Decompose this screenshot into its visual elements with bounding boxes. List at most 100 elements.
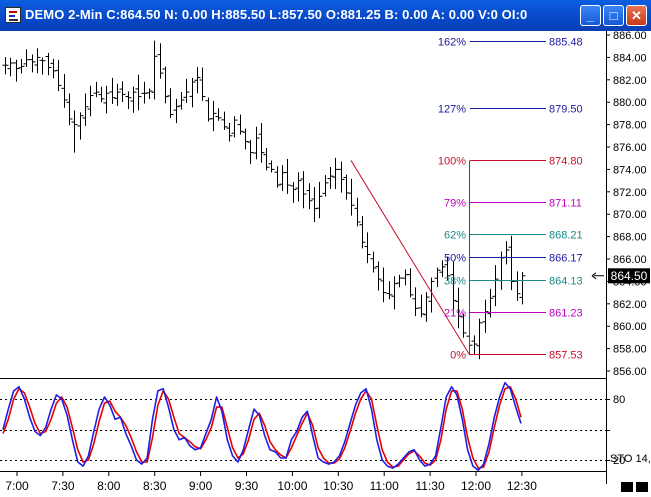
fib-level-value: 871.11: [549, 198, 582, 210]
price-bar: [87, 85, 94, 117]
price-bar: [34, 48, 41, 74]
price-bar: [391, 276, 398, 310]
price-bar: [162, 66, 169, 104]
stochastic-slow-line: [2, 385, 522, 469]
fib-level-pct: 79%: [444, 198, 466, 210]
price-bar: [460, 313, 467, 338]
price-bar: [125, 91, 132, 110]
price-bar: [210, 100, 217, 132]
stochastic-tick-label: 20: [613, 455, 625, 467]
fib-retracement[interactable]: 162% 885.48 127% 879.50 100% 874.80 79% 871.11 6…: [350, 37, 583, 362]
stochastic-fast-line: [2, 381, 522, 472]
minimize-button[interactable]: _: [580, 5, 601, 26]
time-tick-label: 9:30: [235, 479, 259, 493]
price-tick-label: 860.00: [613, 321, 647, 333]
price-bar: [103, 85, 110, 114]
price-bar: [23, 49, 30, 68]
price-bar: [284, 158, 291, 194]
price-bar: [519, 271, 526, 305]
price-bar: [39, 57, 46, 75]
stochastic-label: STO 14,: [610, 453, 651, 465]
price-bar: [279, 165, 286, 192]
price-bar: [258, 123, 265, 163]
price-bar: [263, 148, 270, 171]
time-tick-label: 8:00: [97, 479, 121, 493]
price-bar: [471, 335, 478, 355]
price-bar: [93, 81, 100, 98]
price-bar: [396, 274, 403, 288]
fib-level-pct: 38%: [444, 276, 466, 288]
price-bar: [412, 287, 419, 317]
title-bar[interactable]: DEMO 2-Min C:864.50 N: 0.00 H:885.50 L:8…: [0, 0, 651, 31]
price-bar: [253, 126, 260, 160]
price-bar: [226, 123, 233, 142]
price-bar: [189, 77, 196, 108]
time-tick-label: 10:00: [277, 479, 307, 493]
price-bar: [386, 281, 393, 300]
close-button[interactable]: ✕: [626, 5, 647, 26]
price-bar: [7, 57, 14, 77]
time-tick-label: 7:00: [5, 479, 29, 493]
status-indicator: [636, 482, 648, 492]
price-bar: [300, 171, 307, 209]
price-bar: [173, 98, 180, 124]
price-bar: [423, 292, 430, 322]
chart-app-icon[interactable]: [5, 7, 21, 23]
price-bar: [29, 54, 36, 73]
price-tick-label: 868.00: [613, 232, 647, 244]
price-bar: [55, 59, 62, 92]
price-bar: [348, 178, 355, 216]
price-bars: [2, 40, 526, 360]
price-tick-label: 862.00: [613, 299, 647, 311]
price-bar: [215, 108, 222, 121]
price-bar: [295, 172, 302, 202]
price-bar: [135, 74, 142, 111]
price-bar: [274, 166, 281, 188]
price-bar: [290, 182, 297, 203]
fib-level-value: 864.13: [549, 276, 583, 288]
price-bar: [487, 288, 494, 318]
price-bar: [359, 215, 366, 249]
price-bar: [66, 93, 73, 126]
price-bar: [50, 58, 57, 79]
price-bar: [119, 81, 126, 103]
fib-level-pct: 50%: [444, 253, 466, 265]
price-bar: [2, 56, 9, 75]
price-bar: [114, 83, 121, 106]
price-bar: [370, 251, 377, 273]
fib-level: 79% 871.11: [444, 198, 582, 210]
fib-level: 162% 885.48: [438, 37, 583, 49]
price-bar: [130, 86, 137, 113]
fib-level-value: 868.21: [549, 230, 583, 242]
fib-trend-line: [350, 160, 470, 355]
price-tick-label: 866.00: [613, 254, 647, 266]
current-price-label: 864.50: [611, 269, 648, 283]
time-tick-label: 11:00: [370, 479, 399, 493]
maximize-button[interactable]: □: [603, 5, 624, 26]
price-tick-label: 886.00: [613, 31, 647, 42]
price-bar: [434, 267, 441, 288]
price-bar: [205, 97, 212, 122]
fib-level-value: 861.23: [549, 308, 583, 320]
price-bar: [508, 235, 515, 291]
price-bar: [178, 91, 185, 110]
price-tick-label: 878.00: [613, 120, 647, 132]
time-axis: 7:00 7:30 8:00 8:30 9:00 9:30 10:00 10:30 11:00 1…: [5, 471, 537, 493]
price-bar: [407, 268, 414, 298]
price-bar: [450, 261, 457, 315]
time-tick-label: 12:00: [461, 479, 491, 493]
price-bar: [98, 86, 105, 103]
price-tick-label: 876.00: [613, 142, 647, 154]
price-tick-label: 884.00: [613, 52, 647, 64]
price-bar: [322, 175, 329, 197]
price-tick-label: 872.00: [613, 187, 647, 199]
price-bar: [455, 287, 462, 329]
price-bar: [247, 139, 254, 165]
price-bar: [476, 318, 483, 360]
time-tick-label: 11:30: [416, 479, 445, 493]
price-bar: [237, 114, 244, 135]
price-chart[interactable]: 886.00 884.00 882.00 880.00 878.00 876.00 874.…: [0, 31, 651, 497]
time-tick-label: 7:30: [51, 479, 75, 493]
price-tick-label: 874.00: [613, 164, 647, 176]
